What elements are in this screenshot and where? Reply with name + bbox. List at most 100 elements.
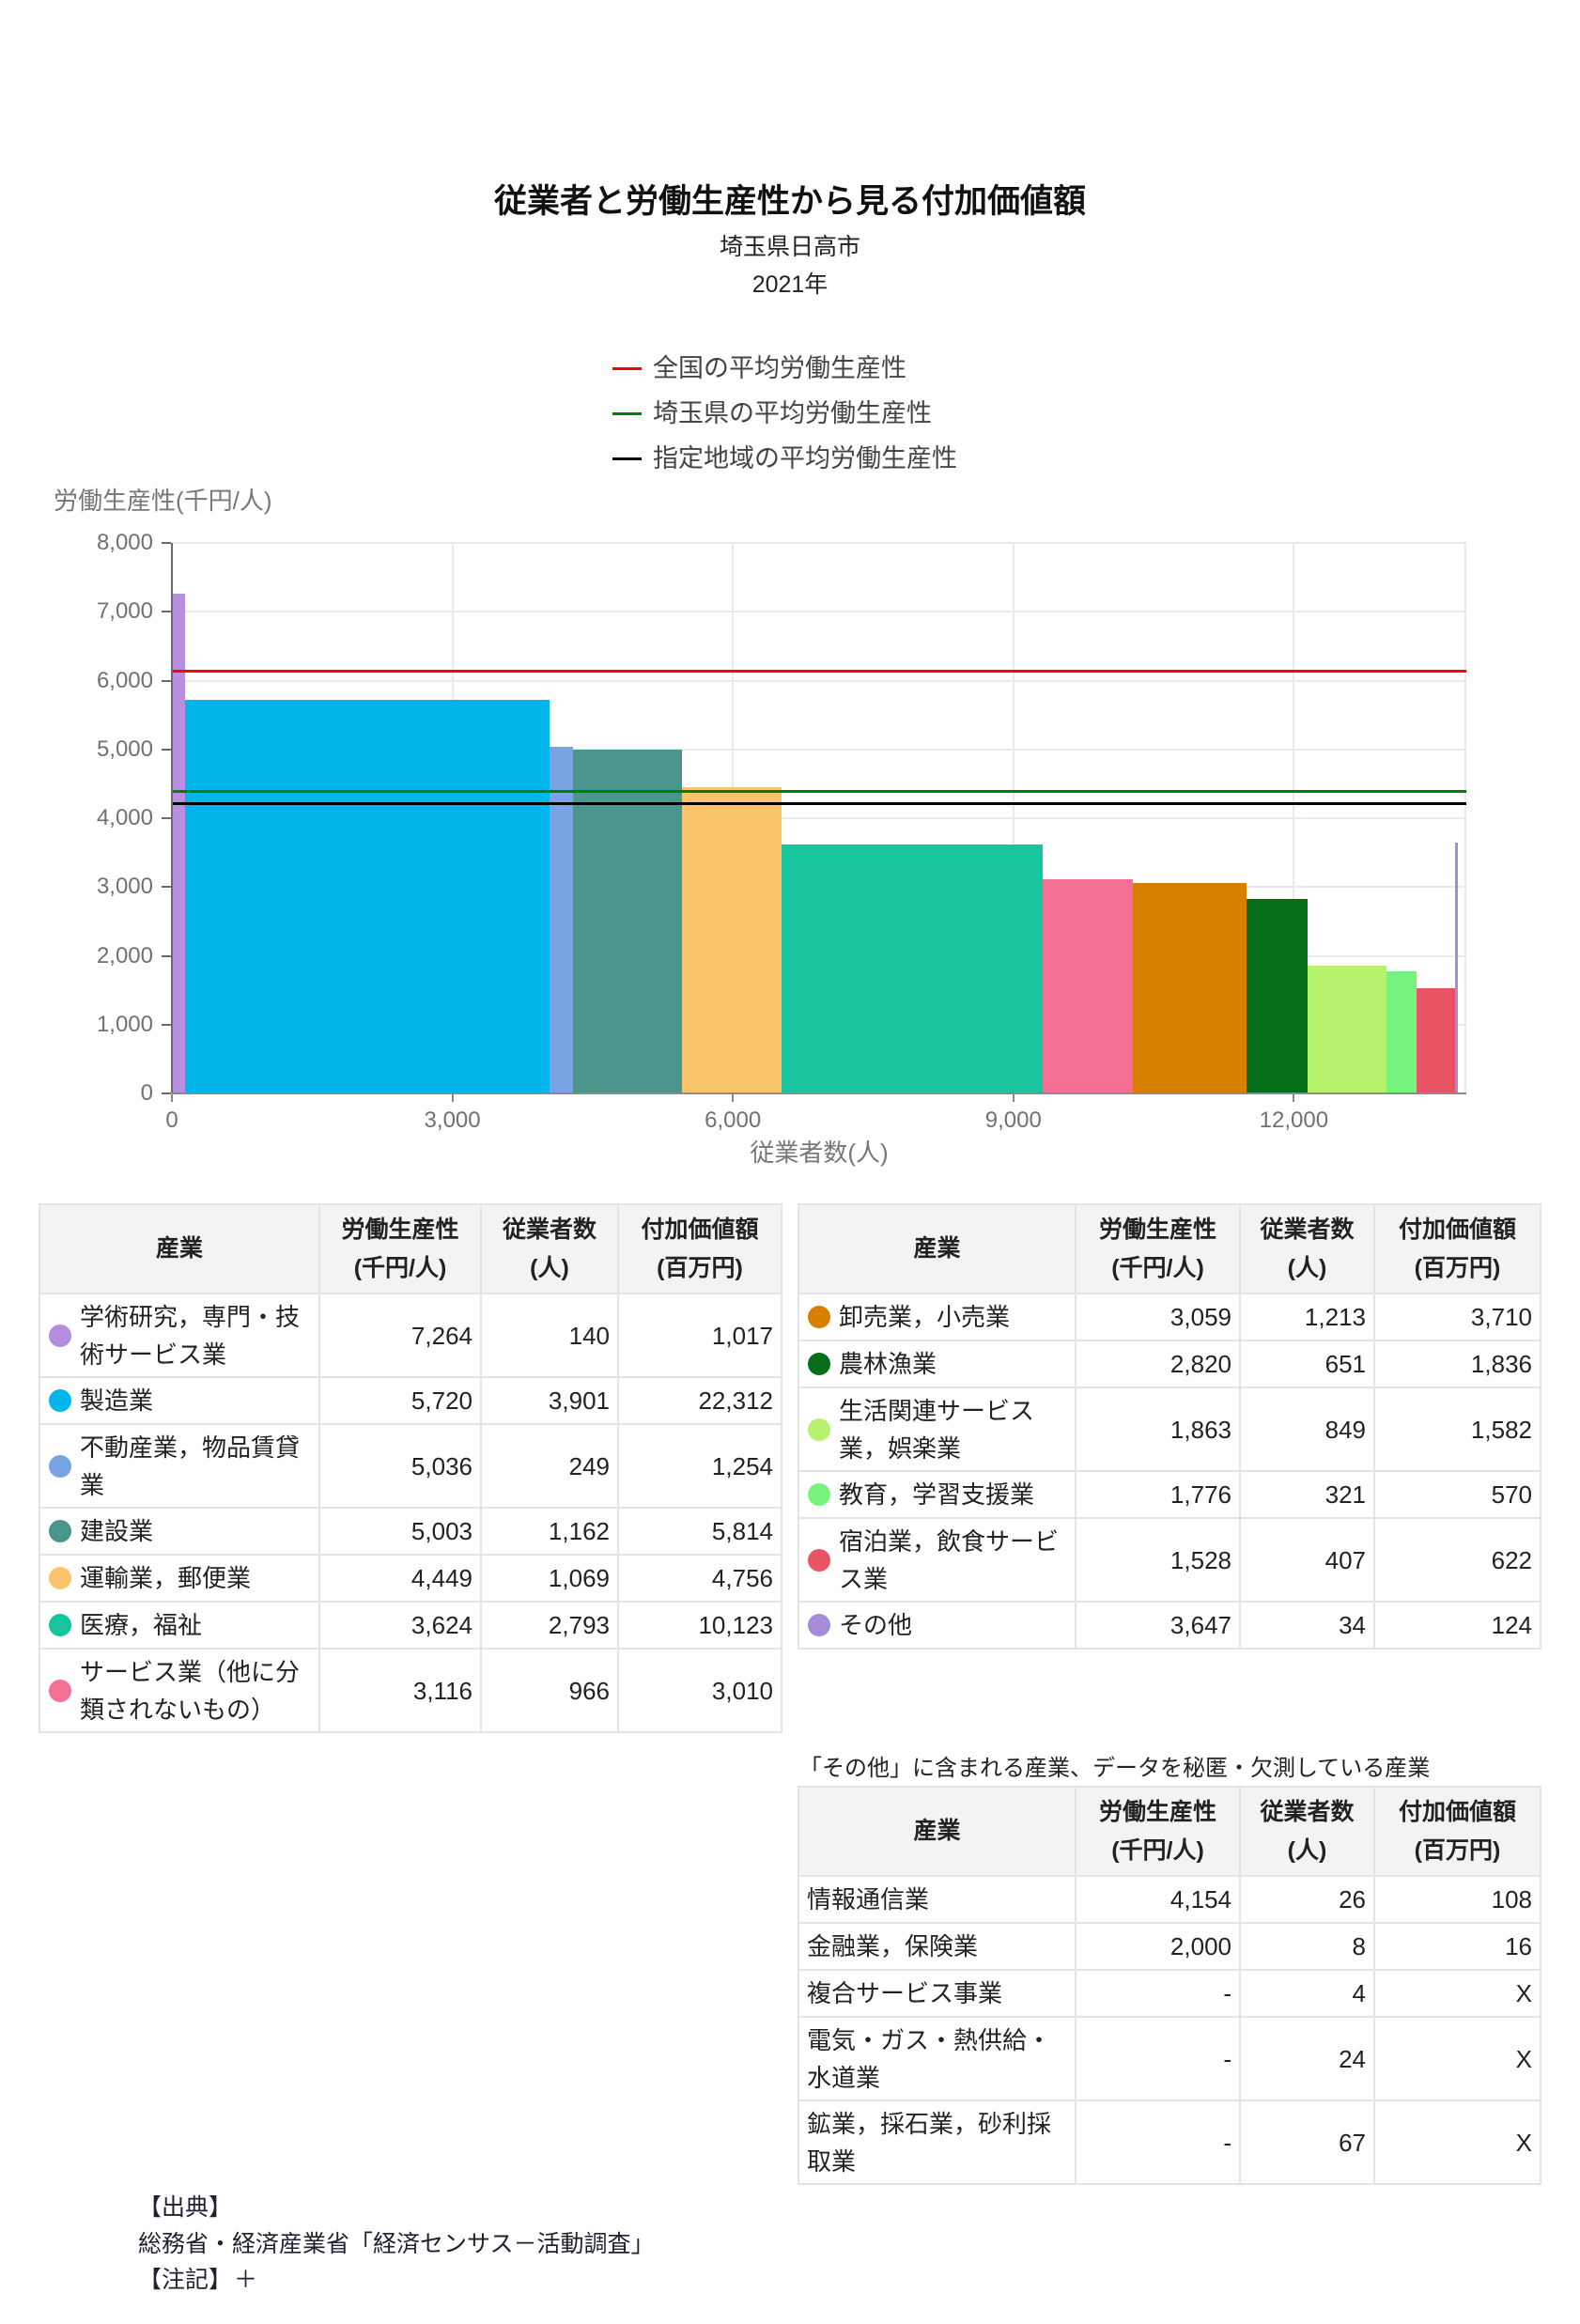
industry-cell: 教育，学習支援業 xyxy=(799,1472,1077,1517)
table-row: 製造業 5,720 3,901 22,312 xyxy=(40,1378,781,1425)
legend-label: 全国の平均労働生産性 xyxy=(653,354,906,382)
value-added-cell: 108 xyxy=(1491,1885,1532,1913)
gridline-vertical xyxy=(1293,543,1295,1093)
chart-title: 従業者と労働生産性から見る付加価値額 xyxy=(493,183,1086,220)
industry-cell: 卸売業，小売業 xyxy=(799,1294,1077,1340)
industry-name: サービス業（他に分類されないもの） xyxy=(80,1657,301,1724)
legend-line-icon xyxy=(612,457,642,460)
chart-bar[interactable] xyxy=(1417,988,1455,1093)
footer: 【出典】 総務省・経済産業省「経済センサス－活動調査」 【注記】＋ xyxy=(138,2190,655,2299)
x-tick-mark xyxy=(1012,1094,1015,1102)
y-tick-label: 3,000 xyxy=(96,874,153,900)
productivity-cell: 1,776 xyxy=(1077,1472,1241,1517)
productivity-cell: 5,720 xyxy=(320,1378,482,1423)
chart-bar[interactable] xyxy=(1133,882,1247,1093)
y-tick-mark xyxy=(162,611,171,613)
employees-cell: 34 xyxy=(1241,1603,1375,1648)
legend-line-icon xyxy=(612,366,642,370)
reference-line xyxy=(172,670,1466,674)
productivity-cell: - xyxy=(1077,2101,1241,2183)
x-tick-mark xyxy=(1293,1094,1295,1102)
value-added-cell: 22,312 xyxy=(698,1387,773,1415)
header-industry: 産業 xyxy=(799,1788,1077,1875)
value-added-cell: X xyxy=(1515,2128,1532,2157)
plot-area xyxy=(162,542,1466,1102)
legend-label: 指定地域の平均労働生産性 xyxy=(653,444,957,473)
header-employees: 従業者数 (人) xyxy=(1241,1788,1375,1875)
chart-bar[interactable] xyxy=(1386,970,1417,1093)
x-tick-mark xyxy=(451,1094,454,1102)
legend-item-region-average[interactable]: 指定地域の平均労働生産性 xyxy=(612,436,957,481)
chart-bar[interactable] xyxy=(172,593,185,1093)
industry-cell: 宿泊業，飲食サービス業 xyxy=(799,1519,1077,1601)
employees-cell: 407 xyxy=(1241,1519,1375,1601)
table-row: 教育，学習支援業 1,776 321 570 xyxy=(799,1472,1540,1519)
productivity-cell: 7,264 xyxy=(320,1294,482,1376)
reference-line xyxy=(172,802,1466,806)
chart-bar[interactable] xyxy=(184,700,550,1093)
chart-bar[interactable] xyxy=(1307,965,1387,1093)
header-industry: 産業 xyxy=(799,1205,1077,1293)
industry-cell: 鉱業，採石業，砂利採取業 xyxy=(799,2101,1077,2183)
industry-name: 電気・ガス・熱供給・水道業 xyxy=(807,2025,1052,2092)
table-row: 不動産業，物品賃貸業 5,036 249 1,254 xyxy=(40,1425,781,1509)
employees-cell: 67 xyxy=(1241,2101,1375,2183)
chart-bar[interactable] xyxy=(572,749,682,1093)
header-productivity: 労働生産性 (千円/人) xyxy=(1077,1205,1241,1293)
reference-line xyxy=(172,789,1466,793)
productivity-cell: 4,449 xyxy=(320,1556,482,1601)
industry-cell: 運輸業，郵便業 xyxy=(40,1556,320,1601)
industry-cell: 医療，福祉 xyxy=(40,1603,320,1648)
y-tick-label: 6,000 xyxy=(96,667,153,693)
color-dot-icon xyxy=(49,1614,71,1636)
notes-expand-toggle[interactable]: ＋ xyxy=(234,2267,258,2293)
x-axis-line xyxy=(172,1092,1466,1094)
chart-legend: 全国の平均労働生産性 埼玉県の平均労働生産性 指定地域の平均労働生産性 xyxy=(612,346,957,481)
chart-bar[interactable] xyxy=(550,747,573,1093)
value-added-cell: 5,814 xyxy=(711,1517,773,1545)
employees-cell: 3,901 xyxy=(482,1378,619,1423)
industry-cell: 電気・ガス・熱供給・水道業 xyxy=(799,2018,1077,2099)
productivity-cell: 3,116 xyxy=(320,1650,482,1731)
value-added-cell: X xyxy=(1515,1979,1532,2007)
table-row: 鉱業，採石業，砂利採取業 - 67 X xyxy=(799,2101,1540,2185)
gridline-horizontal xyxy=(172,748,1466,751)
legend-item-prefecture-average[interactable]: 埼玉県の平均労働生産性 xyxy=(612,391,957,436)
industry-name: 金融業，保険業 xyxy=(807,1932,979,1960)
y-tick-label: 7,000 xyxy=(96,598,153,625)
header-industry: 産業 xyxy=(40,1205,320,1293)
plot-right-border xyxy=(1464,543,1466,1093)
legend-line-icon xyxy=(612,411,642,415)
industry-cell: その他 xyxy=(799,1603,1077,1648)
value-added-cell: 1,836 xyxy=(1470,1350,1532,1378)
header-value-added: 付加価値額 (百万円) xyxy=(641,1216,759,1281)
legend-item-national-average[interactable]: 全国の平均労働生産性 xyxy=(612,346,957,391)
employees-cell: 249 xyxy=(482,1425,619,1507)
table-row: 情報通信業 4,154 26 108 xyxy=(799,1877,1540,1924)
color-dot-icon xyxy=(49,1389,71,1412)
table-row: 金融業，保険業 2,000 8 16 xyxy=(799,1924,1540,1971)
y-tick-mark xyxy=(162,886,171,889)
industry-table-right: 産業 労働生産性 (千円/人) 従業者数 (人) 付加価値額 (百万円) 卸売業，小売… xyxy=(798,1203,1541,1650)
employees-cell: 1,069 xyxy=(482,1556,619,1601)
chart-bar[interactable] xyxy=(1454,842,1459,1093)
productivity-cell: 5,036 xyxy=(320,1425,482,1507)
chart-bar[interactable] xyxy=(782,844,1044,1093)
employees-cell: 1,162 xyxy=(482,1509,619,1554)
x-tick-label: 0 xyxy=(165,1108,178,1133)
chart-bar[interactable] xyxy=(1043,878,1134,1093)
productivity-cell: 3,059 xyxy=(1077,1294,1241,1340)
value-added-cell: 4,756 xyxy=(711,1564,773,1592)
employees-cell: 966 xyxy=(482,1650,619,1731)
employees-cell: 1,213 xyxy=(1241,1294,1375,1340)
y-tick-mark xyxy=(162,1092,171,1094)
notes-line: 【注記】＋ xyxy=(138,2262,655,2299)
industry-name: 教育，学習支援業 xyxy=(839,1480,1035,1509)
chart-bar[interactable] xyxy=(1246,899,1308,1093)
color-dot-icon xyxy=(49,1324,71,1347)
gridline-horizontal xyxy=(172,542,1466,544)
chart-bar[interactable] xyxy=(681,787,782,1093)
y-tick-mark xyxy=(162,542,171,544)
industry-name: 学術研究，専門・技術サービス業 xyxy=(80,1302,301,1369)
color-dot-icon xyxy=(808,1548,830,1572)
